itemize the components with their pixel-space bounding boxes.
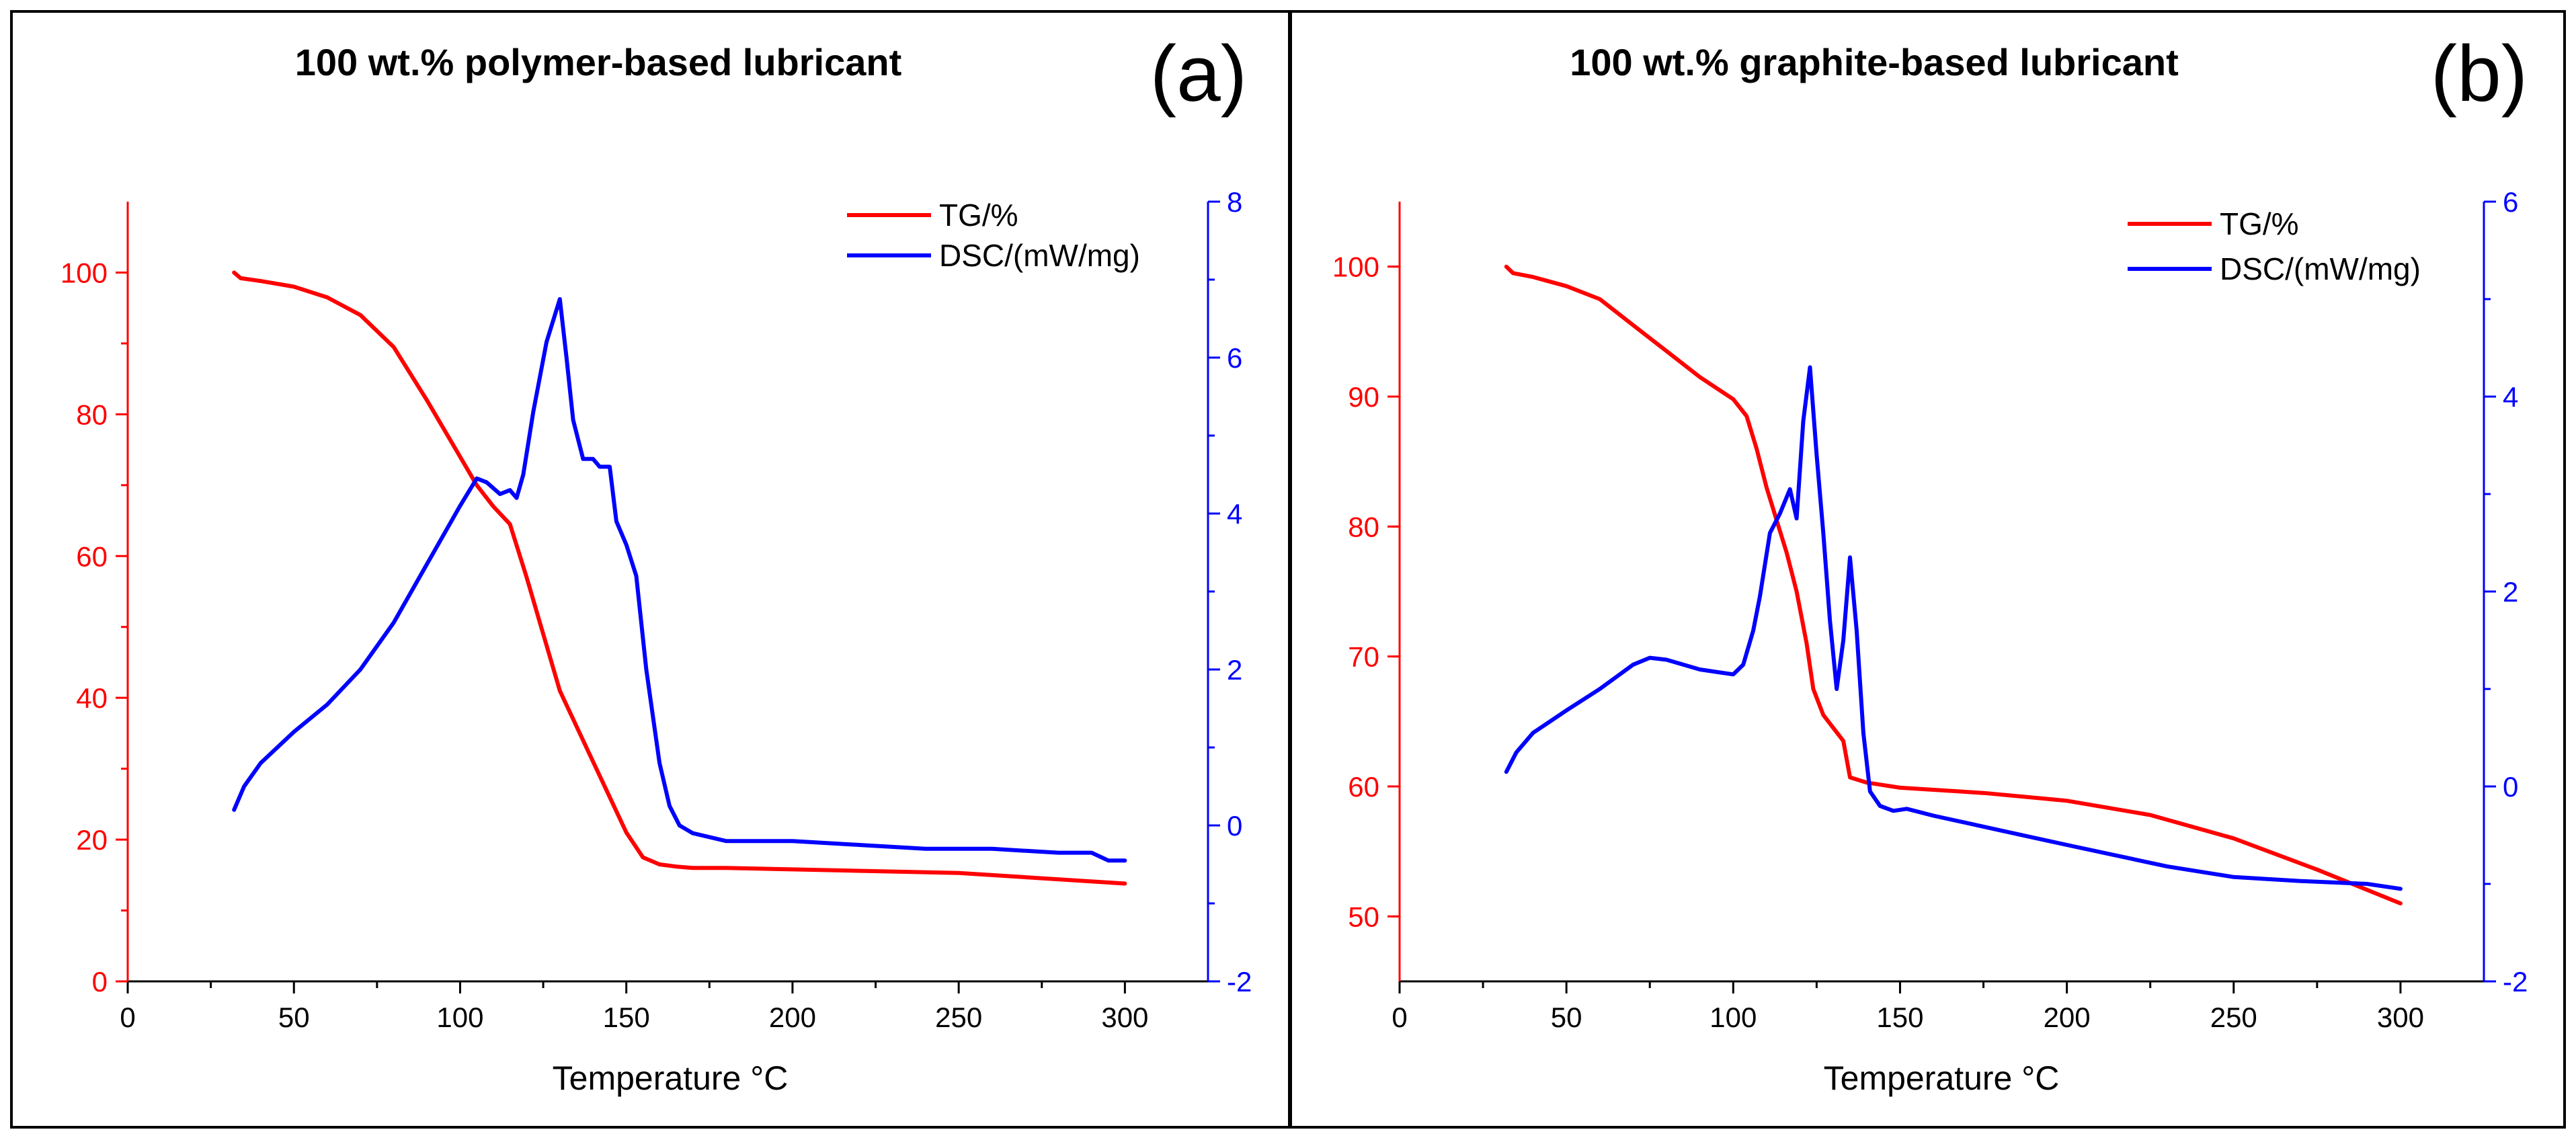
x-tick-label: 100 — [436, 1002, 483, 1033]
panel-b-chart: 100 wt.% graphite-based lubricant (b) Te… — [1332, 30, 2528, 1097]
panel-a-label: (a) — [1150, 30, 1247, 118]
x-tick-label: 50 — [1551, 1002, 1582, 1033]
left-y-tick-label: 60 — [1348, 771, 1379, 803]
panel-b-frame — [1289, 10, 2566, 1129]
x-tick-label: 150 — [603, 1002, 650, 1033]
right-y-tick-label: 2 — [1227, 654, 1242, 686]
panel-a-chart: 100 wt.% polymer-based lubricant (a) Tem… — [61, 30, 1252, 1097]
x-tick-label: 50 — [278, 1002, 310, 1033]
panel-b-title: 100 wt.% graphite-based lubricant — [1570, 41, 2179, 83]
x-tick-label: 150 — [1876, 1002, 1923, 1033]
right-y-tick-label: 4 — [2503, 381, 2518, 413]
right-y-tick-label: 0 — [1227, 810, 1242, 842]
right-y-tick-label: 6 — [2503, 186, 2518, 218]
left-y-tick-label: 80 — [1348, 511, 1379, 542]
x-tick-label: 300 — [1101, 1002, 1148, 1033]
left-y-tick-label: 40 — [76, 682, 108, 714]
tg-series-line — [232, 270, 1127, 886]
legend-dsc-label: DSC/(mW/mg) — [939, 238, 1140, 273]
x-tick-label: 250 — [2210, 1002, 2257, 1033]
panel-b-legend: TG/% DSC/(mW/mg) — [2128, 206, 2421, 286]
panel-a-x-axis-label: Temperature °C — [553, 1059, 789, 1097]
left-y-tick-label: 80 — [76, 399, 108, 430]
dsc-series-line — [1504, 365, 2403, 891]
x-tick-label: 300 — [2377, 1002, 2424, 1033]
legend-tg-label: TG/% — [2220, 206, 2299, 241]
left-y-tick-label: 50 — [1348, 901, 1379, 932]
right-y-tick-label: 6 — [1227, 342, 1242, 374]
left-y-tick-label: 100 — [61, 257, 108, 288]
x-tick-label: 250 — [935, 1002, 982, 1033]
dsc-series-line — [232, 297, 1127, 863]
right-y-tick-label: -2 — [2503, 966, 2528, 998]
legend-dsc-label: DSC/(mW/mg) — [2220, 251, 2421, 286]
right-y-tick-label: 2 — [2503, 576, 2518, 608]
x-tick-label: 0 — [1392, 1002, 1407, 1033]
left-y-tick-label: 0 — [92, 966, 108, 998]
right-y-tick-label: -2 — [1227, 966, 1252, 998]
panel-a-title: 100 wt.% polymer-based lubricant — [295, 41, 901, 83]
right-y-tick-label: 4 — [1227, 498, 1242, 530]
left-y-tick-label: 70 — [1348, 641, 1379, 673]
x-tick-label: 200 — [2044, 1002, 2091, 1033]
right-y-tick-label: 0 — [2503, 771, 2518, 803]
left-y-tick-label: 100 — [1332, 251, 1379, 283]
left-y-tick-label: 60 — [76, 540, 108, 572]
panel-a-legend: TG/% DSC/(mW/mg) — [847, 198, 1140, 273]
panel-b-label: (b) — [2431, 30, 2528, 118]
left-y-tick-label: 90 — [1348, 381, 1379, 413]
legend-tg-label: TG/% — [939, 198, 1018, 233]
panel-b-x-axis-label: Temperature °C — [1824, 1059, 2060, 1097]
x-tick-label: 200 — [769, 1002, 816, 1033]
left-y-tick-label: 20 — [76, 824, 108, 856]
x-tick-label: 0 — [120, 1002, 135, 1033]
right-y-tick-label: 8 — [1227, 186, 1242, 218]
x-tick-label: 100 — [1709, 1002, 1757, 1033]
tg-series-line — [1504, 264, 2403, 905]
